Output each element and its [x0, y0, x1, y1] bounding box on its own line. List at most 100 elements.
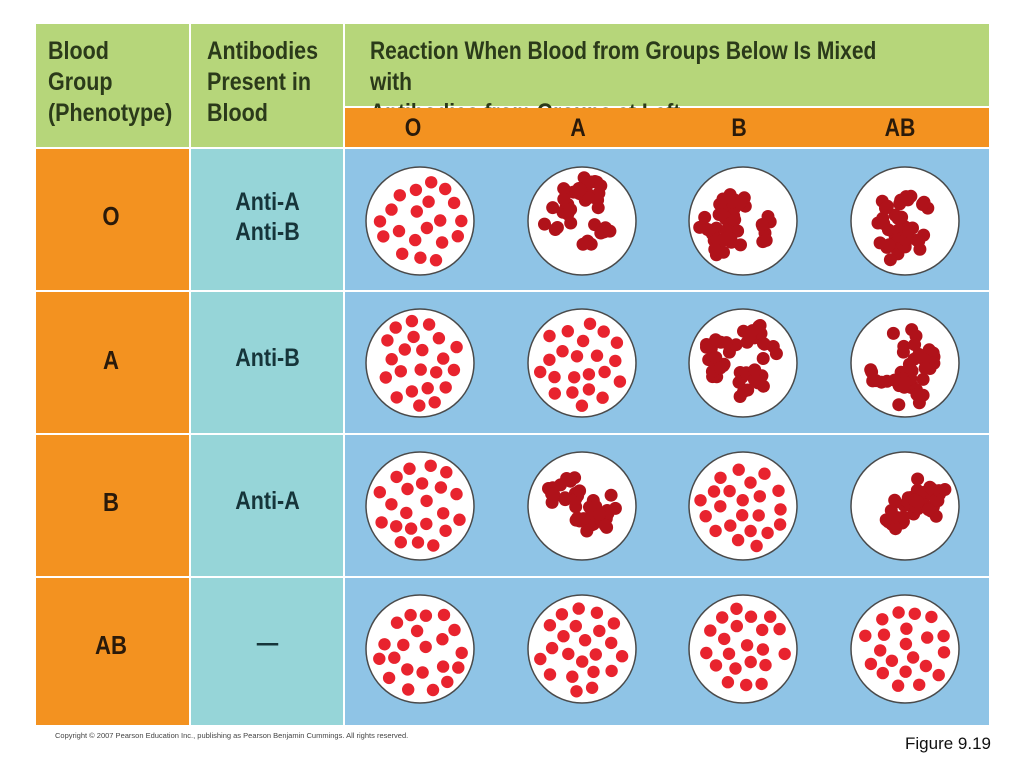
- red-blood-cell: [543, 668, 557, 681]
- red-blood-cell: [424, 459, 437, 472]
- red-blood-cell: [709, 659, 723, 672]
- red-blood-cell: [447, 196, 461, 210]
- red-blood-cell: [439, 381, 452, 394]
- agglutinated-cell: [907, 352, 921, 366]
- red-blood-cell: [448, 623, 461, 637]
- red-blood-cell: [919, 659, 933, 673]
- agglutinated-cell: [538, 217, 551, 231]
- agglutinated-cell: [876, 211, 890, 225]
- red-blood-cell: [582, 383, 596, 396]
- red-blood-cell: [397, 638, 410, 652]
- red-blood-cell: [385, 498, 398, 511]
- red-blood-cell: [534, 365, 547, 379]
- agglutinated-cell: [879, 201, 892, 215]
- agglutinated-cell: [716, 192, 730, 206]
- dish-b-b-normal: [688, 451, 798, 561]
- agglutinated-cell: [591, 193, 605, 207]
- red-blood-cell: [700, 646, 713, 660]
- red-blood-cell: [864, 657, 878, 671]
- red-blood-cell: [707, 485, 721, 498]
- column-label-a: A: [570, 114, 586, 142]
- red-blood-cell: [437, 507, 450, 520]
- row-label-o: O: [102, 201, 120, 231]
- red-blood-cell: [414, 363, 427, 376]
- red-blood-cell: [744, 524, 757, 538]
- red-blood-cell: [385, 353, 398, 366]
- agglutinated-cell: [554, 478, 567, 492]
- agglutinated-cell: [910, 388, 924, 401]
- agglutinated-cell: [865, 365, 879, 379]
- red-blood-cell: [718, 632, 731, 646]
- red-blood-cell: [455, 646, 468, 660]
- red-blood-cell: [724, 519, 737, 532]
- red-blood-cell: [437, 352, 450, 365]
- red-blood-cell: [382, 671, 396, 685]
- red-blood-cell: [566, 386, 579, 399]
- agglutinated-cell: [709, 333, 723, 347]
- red-blood-cell: [891, 679, 905, 692]
- agglutinated-cell: [573, 484, 587, 498]
- red-blood-cell: [390, 616, 404, 629]
- red-blood-cell: [430, 366, 443, 379]
- row-label-b: B: [103, 487, 119, 517]
- agglutinated-cell: [709, 351, 723, 364]
- agglutinated-cell: [576, 237, 590, 251]
- agglutinated-cell: [756, 352, 770, 365]
- agglutinated-cell: [569, 513, 583, 527]
- red-blood-cell: [432, 332, 446, 345]
- red-blood-cell: [393, 189, 406, 202]
- red-blood-cell: [422, 318, 436, 331]
- dish-a-o-normal: [365, 308, 475, 418]
- red-blood-cell: [407, 330, 420, 344]
- agglutinated-cell: [922, 503, 936, 517]
- agglutinated-cell: [883, 253, 897, 267]
- red-blood-cell: [392, 224, 406, 238]
- agglutinated-cell: [733, 390, 747, 403]
- red-blood-cell: [390, 391, 403, 404]
- red-blood-cell: [759, 658, 772, 672]
- red-blood-cell: [452, 661, 465, 674]
- red-blood-cell: [557, 630, 570, 643]
- dish-o-a-agglutinated: [527, 166, 637, 276]
- red-blood-cell: [876, 613, 889, 626]
- red-blood-cell: [390, 470, 403, 484]
- red-blood-cell: [730, 619, 743, 633]
- red-blood-cell: [435, 236, 449, 249]
- agglutinated-cell: [557, 192, 571, 206]
- column-label-o: O: [404, 114, 422, 142]
- red-blood-cell: [744, 610, 758, 623]
- agglutinated-cell: [755, 218, 769, 231]
- antibody-column: Anti-A Anti-B Anti-B Anti-A —: [191, 149, 343, 725]
- red-blood-cell: [548, 370, 561, 384]
- red-blood-cell: [543, 619, 557, 632]
- agglutinated-cell: [698, 210, 712, 224]
- red-blood-cell: [381, 334, 394, 347]
- red-blood-cell: [378, 638, 391, 651]
- dish-o-o-normal: [365, 166, 475, 276]
- red-blood-cell: [709, 524, 722, 538]
- red-blood-cell: [716, 611, 729, 624]
- red-blood-cell: [451, 230, 464, 243]
- dish-ab-a-normal: [527, 594, 637, 704]
- dish-o-ab-agglutinated: [850, 166, 960, 276]
- red-blood-cell: [605, 636, 618, 650]
- red-blood-cell: [411, 536, 425, 549]
- agglutinated-cell: [604, 488, 618, 502]
- red-blood-cell: [607, 617, 621, 630]
- dish-o-b-agglutinated: [688, 166, 798, 276]
- agglutinated-cell: [708, 242, 722, 256]
- red-blood-cell: [913, 678, 926, 691]
- red-blood-cell: [439, 182, 452, 196]
- agglutinated-cell: [715, 208, 729, 222]
- red-blood-cell: [422, 195, 435, 208]
- red-blood-cell: [415, 477, 429, 490]
- column-header-bar: O A B AB: [345, 108, 989, 147]
- red-blood-cell: [937, 646, 951, 659]
- red-blood-cell: [555, 608, 569, 621]
- red-blood-cell: [534, 652, 547, 666]
- red-blood-cell: [699, 510, 712, 523]
- red-blood-cell: [731, 533, 745, 547]
- agglutinated-cell: [912, 234, 926, 248]
- red-blood-cell: [714, 500, 727, 513]
